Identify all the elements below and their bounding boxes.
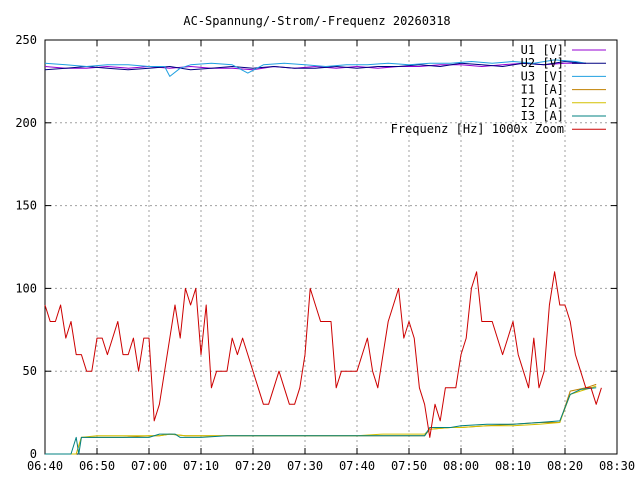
series-group <box>44 59 602 455</box>
plot-border <box>44 39 618 455</box>
y-tick-label: 250 <box>15 33 37 47</box>
series-line-4 <box>45 383 597 455</box>
x-tick-label: 06:40 <box>27 459 63 473</box>
y-tick-label: 200 <box>15 116 37 130</box>
legend-label: U2 [V] <box>521 56 564 70</box>
x-tick-label: 07:00 <box>131 459 167 473</box>
series-line-7 <box>44 271 602 438</box>
x-tick-label: 08:10 <box>495 459 531 473</box>
x-tick-label: 07:10 <box>183 459 219 473</box>
x-tick-label: 08:30 <box>599 459 635 473</box>
chart-title: AC-Spannung/-Strom/-Frequenz 20260318 <box>183 14 450 28</box>
y-tick-label: 100 <box>15 281 37 295</box>
legend-label: I1 [A] <box>521 83 564 97</box>
x-tick-label: 07:40 <box>339 459 375 473</box>
x-tick-label: 06:50 <box>79 459 115 473</box>
series-line-1 <box>44 62 586 71</box>
x-tick-label: 07:30 <box>287 459 323 473</box>
x-tick-label: 08:20 <box>547 459 583 473</box>
legend-label: I3 [A] <box>521 109 564 123</box>
series-line-3 <box>44 59 586 77</box>
y-tick-label: 50 <box>23 364 37 378</box>
y-tick-label: 0 <box>30 447 37 461</box>
series-line-6 <box>45 387 597 455</box>
x-tick-label: 07:50 <box>391 459 427 473</box>
grid <box>45 40 617 454</box>
legend-label: Frequenz [Hz] 1000x Zoom <box>391 122 564 136</box>
x-tick-label: 08:00 <box>443 459 479 473</box>
axes: 0 50 100 150 200 250 06:40 06:50 07:00 07:10 07:20… <box>15 33 635 473</box>
legend-label: U1 [V] <box>521 43 564 57</box>
legend-label: I2 [A] <box>521 96 564 110</box>
legend-label: U3 [V] <box>521 69 564 83</box>
y-tick-label: 150 <box>15 199 37 213</box>
legend: U1 [V]U2 [V]U3 [V]I1 [A]I2 [A]I3 [A]Freq… <box>391 43 606 136</box>
series-line-5 <box>45 385 597 455</box>
x-tick-label: 07:20 <box>235 459 271 473</box>
series-line-2 <box>44 61 586 71</box>
